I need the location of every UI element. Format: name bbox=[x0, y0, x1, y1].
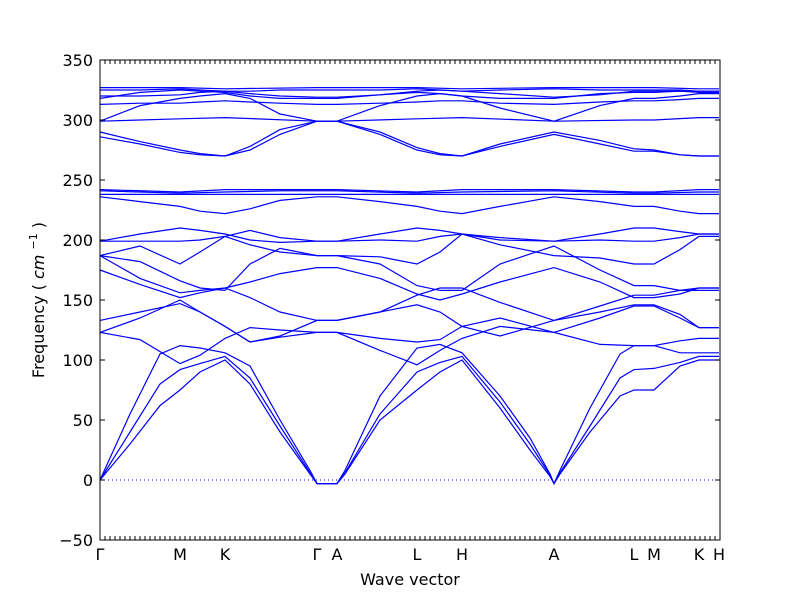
y-tick-label: 150 bbox=[62, 291, 93, 310]
plot-area bbox=[99, 87, 719, 486]
y-axis-unit: cm bbox=[29, 255, 48, 279]
x-tick-label: A bbox=[549, 545, 560, 564]
x-tick-label: M bbox=[173, 545, 187, 564]
phonon-band-23 bbox=[100, 89, 719, 98]
x-tick-label: K bbox=[694, 545, 705, 564]
phonon-band-17 bbox=[99, 120, 719, 157]
x-axis-label: Wave vector bbox=[360, 570, 460, 589]
y-axis-label-text: Frequency bbox=[29, 295, 48, 378]
phonon-band-19 bbox=[99, 116, 719, 122]
phonon-band-18 bbox=[99, 120, 719, 157]
phonon-band-8 bbox=[99, 255, 719, 322]
phonon-band-20 bbox=[99, 92, 719, 122]
phonon-band-11 bbox=[100, 229, 719, 242]
phonon-band-16 bbox=[99, 189, 719, 193]
phonon-band-4 bbox=[99, 325, 719, 366]
y-axis-unit-close: ) bbox=[29, 222, 48, 228]
x-tick-label: L bbox=[630, 545, 639, 564]
phonon-band-1 bbox=[99, 359, 719, 485]
x-tick-label: A bbox=[332, 545, 343, 564]
phonon-band-25 bbox=[100, 87, 719, 90]
x-tick-label: L bbox=[413, 545, 422, 564]
x-tick-label: H bbox=[456, 545, 468, 564]
y-axis-unit-exponent: −1 bbox=[27, 233, 40, 249]
y-axis-label: Frequency ( cm −1 ) bbox=[22, 222, 48, 378]
phonon-band-12 bbox=[99, 227, 719, 244]
x-tick-label: Γ bbox=[96, 545, 105, 564]
plot-frame bbox=[99, 59, 721, 541]
phonon-band-24 bbox=[100, 88, 719, 92]
y-tick-label: 200 bbox=[62, 231, 93, 250]
phonon-band-2 bbox=[99, 355, 719, 485]
y-tick-label: 350 bbox=[62, 51, 93, 70]
y-tick-label: 100 bbox=[62, 351, 93, 370]
phonon-band-15 bbox=[99, 190, 719, 194]
phonon-band-3 bbox=[99, 343, 719, 486]
phonon-band-9 bbox=[99, 245, 719, 292]
x-tick-label: K bbox=[220, 545, 231, 564]
y-tick-label: −50 bbox=[59, 531, 93, 550]
phonon-band-7 bbox=[99, 266, 719, 301]
y-tick-label: 300 bbox=[62, 111, 93, 130]
y-axis-unit-open: ( bbox=[29, 284, 48, 290]
phonon-band-13 bbox=[99, 196, 719, 215]
x-tick-label: Γ bbox=[313, 545, 322, 564]
y-tick-label: 0 bbox=[83, 471, 93, 490]
phonon-band-21 bbox=[99, 97, 719, 106]
x-tick-label: M bbox=[647, 545, 661, 564]
phonon-band-6 bbox=[99, 302, 719, 343]
y-tick-label: 50 bbox=[73, 411, 93, 430]
y-tick-label: 250 bbox=[62, 171, 93, 190]
x-tick-label: H bbox=[713, 545, 725, 564]
y-axis: −50 0 50 100 150 200 250 300 350 bbox=[59, 51, 720, 550]
phonon-band-10 bbox=[99, 233, 719, 265]
